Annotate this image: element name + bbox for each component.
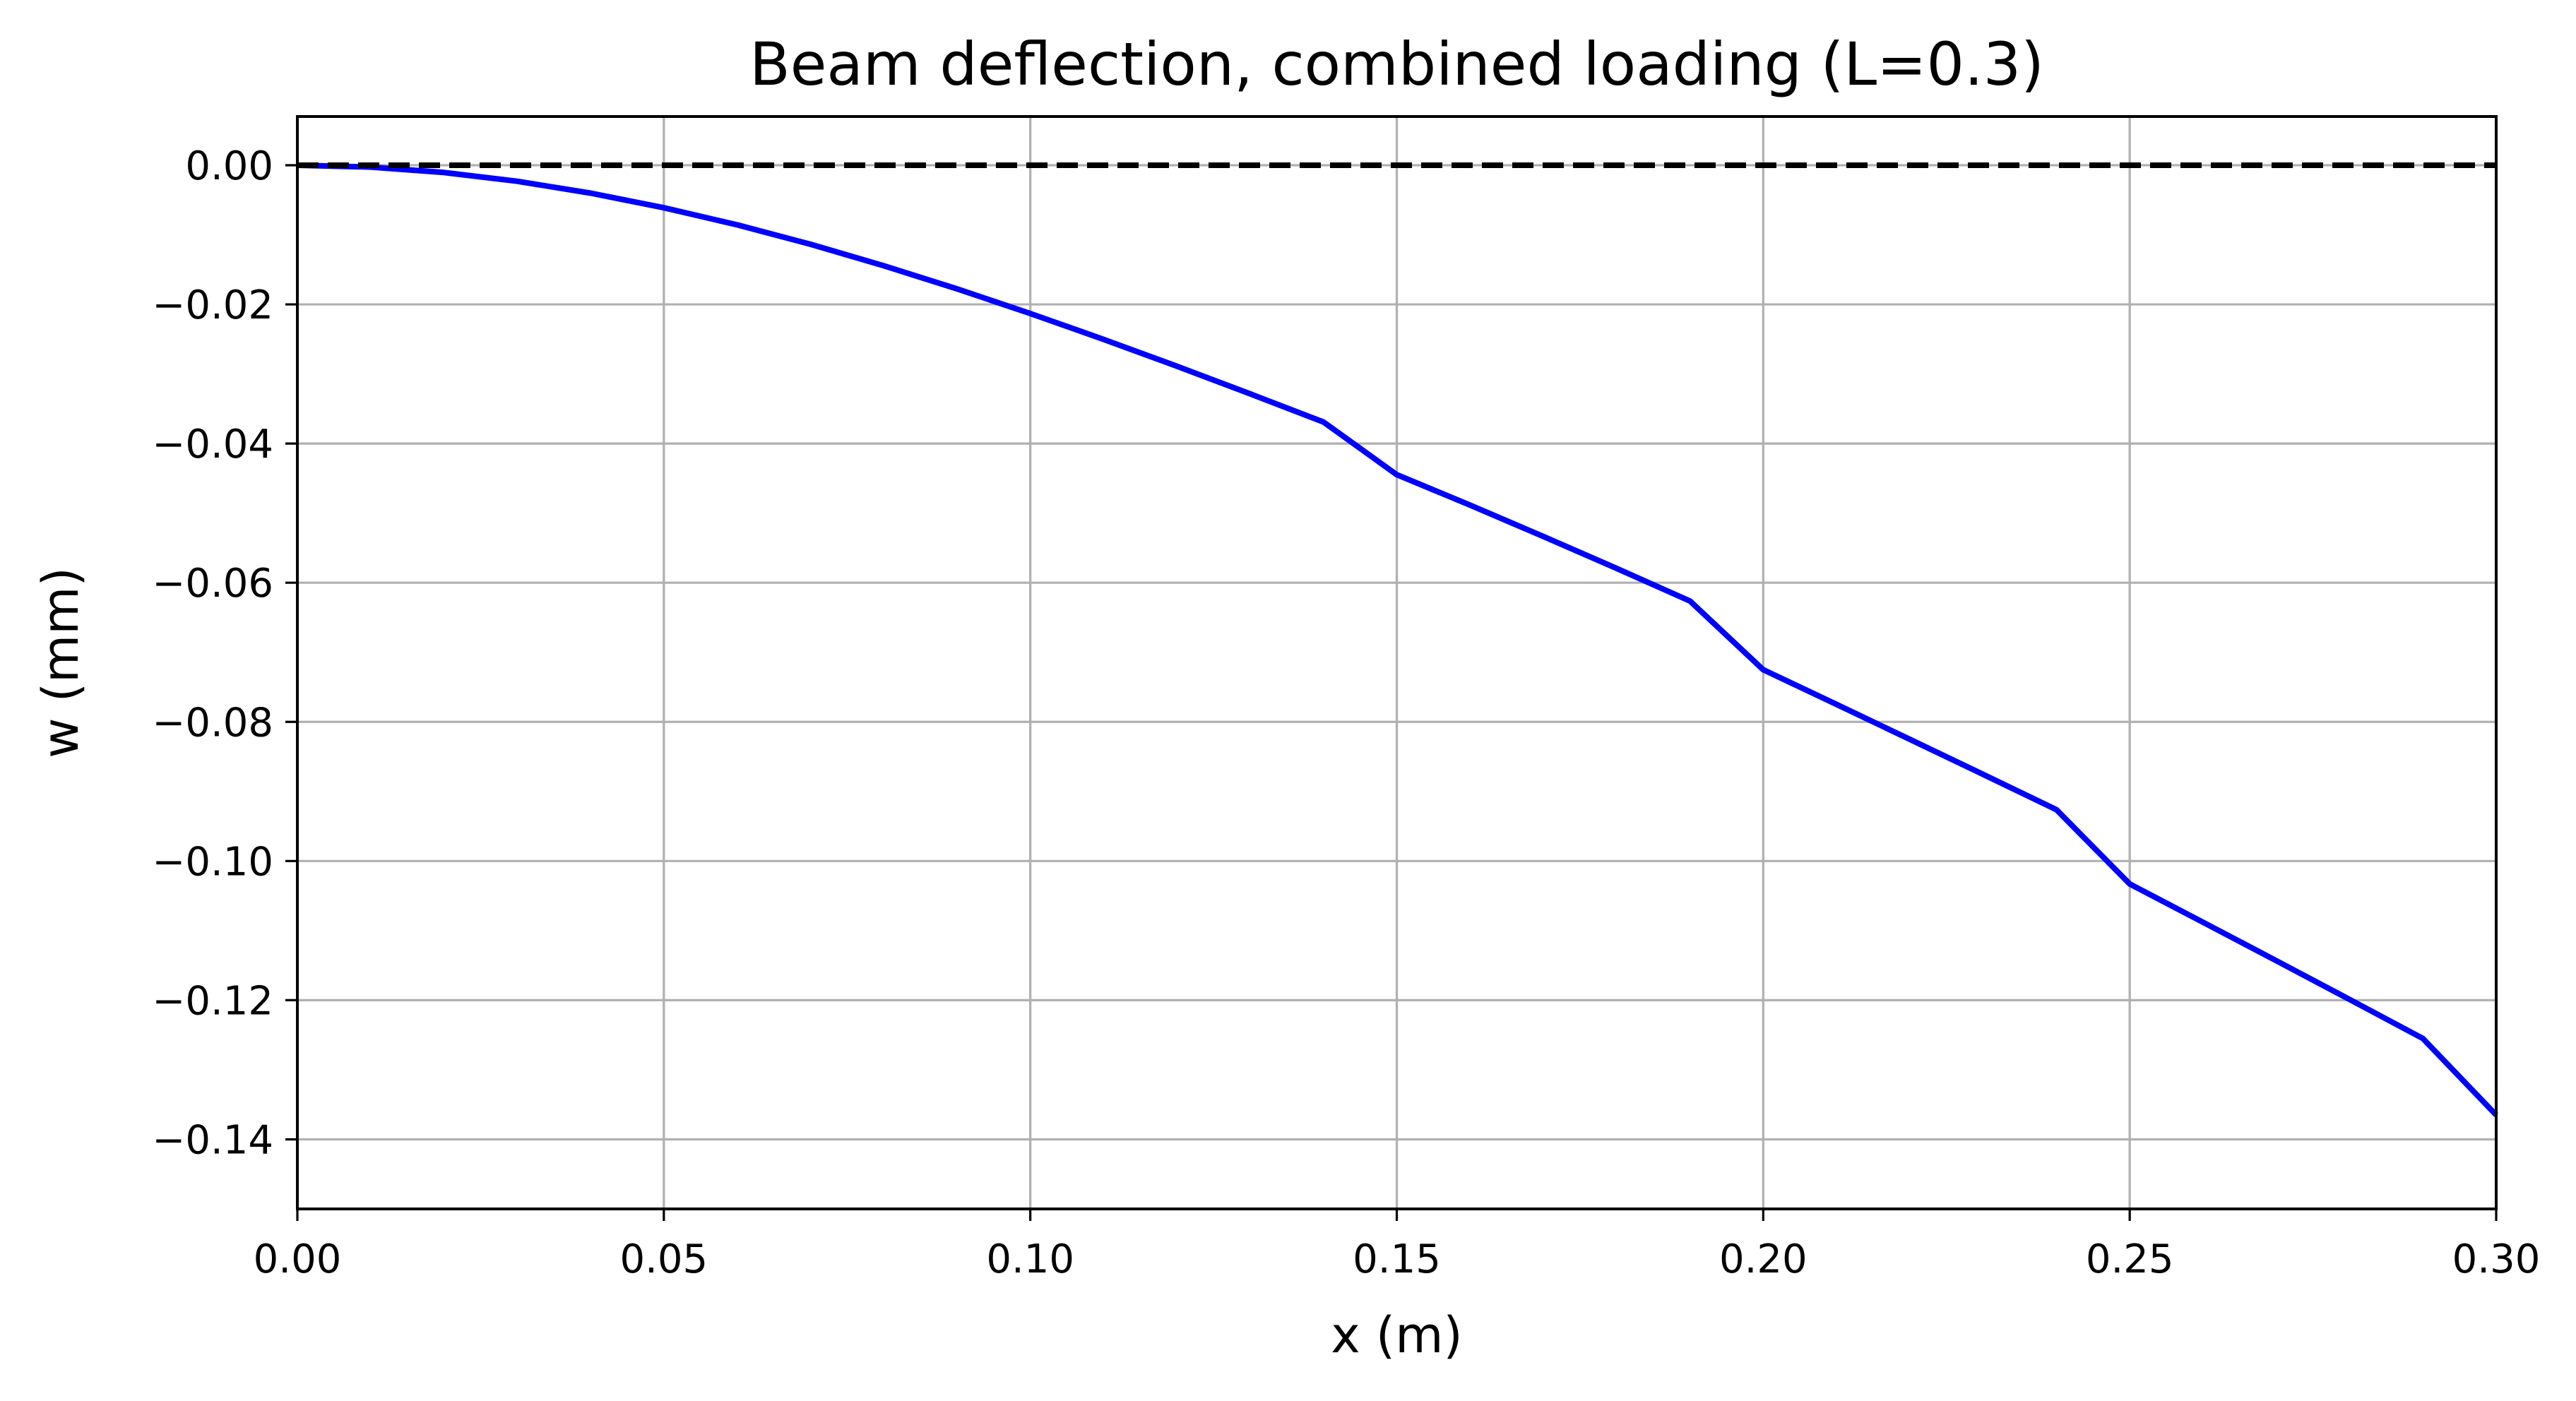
grid-layer	[296, 117, 2498, 1209]
tick-layer: 0.00 0.05 0.10 0.15 0.20 0.25 0.30 0.00 −0.02 −0.…	[152, 143, 2540, 1282]
y-tick-label: −0.14	[152, 1117, 273, 1163]
y-tick-label: −0.06	[152, 561, 273, 607]
y-tick-label: 0.00	[185, 143, 273, 189]
x-tick-label: 0.25	[2086, 1236, 2174, 1282]
chart-title: Beam deflection, combined loading (L=0.3…	[749, 30, 2044, 99]
x-tick-label: 0.20	[1719, 1236, 1808, 1282]
x-tick-label: 0.15	[1353, 1236, 1441, 1282]
y-tick-label: −0.08	[152, 700, 273, 746]
y-tick-label: −0.12	[152, 978, 273, 1024]
y-tick-label: −0.04	[152, 422, 273, 467]
y-tick-label: −0.10	[152, 839, 273, 885]
x-tick-label: 0.00	[254, 1236, 342, 1282]
y-axis-label: w (mm)	[32, 567, 90, 758]
series-layer	[297, 162, 2498, 1117]
x-tick-label: 0.05	[619, 1236, 708, 1282]
x-tick-label: 0.30	[2452, 1236, 2541, 1282]
x-axis-label: x (m)	[1331, 1306, 1462, 1364]
x-tick-label: 0.10	[986, 1236, 1074, 1282]
y-tick-label: −0.02	[152, 282, 273, 328]
deflection-curve	[297, 162, 2498, 1117]
